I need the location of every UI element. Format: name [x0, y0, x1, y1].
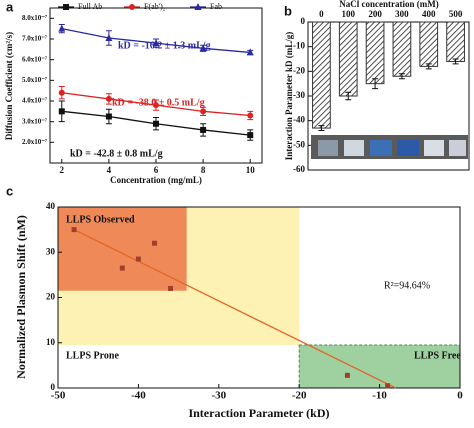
plots: a 2.0x10⁻⁷ 3.0x10⁻⁷ 4.0x10⁻⁷ 5.0x10⁻⁷ 6.0x10⁻… — [4, 0, 470, 420]
point — [344, 372, 350, 378]
x-tick-label: -30 — [211, 390, 226, 402]
point — [168, 285, 174, 291]
marker — [153, 102, 159, 109]
region-label: LLPS Observed — [66, 214, 135, 225]
y-tick-label: -60 — [293, 164, 305, 174]
plot-frame — [49, 7, 263, 164]
error-bar — [372, 78, 379, 90]
panel-label: b — [284, 3, 292, 18]
y-tick-label: 3.0x10⁻⁷ — [22, 117, 47, 125]
x-axis-label: NaCl concentration (mM) — [339, 0, 438, 9]
annotation: kD = -16.2 ± 1.3 mL/g — [118, 40, 211, 51]
y-tick-label: -30 — [293, 90, 305, 100]
legend-label: Full Ab — [78, 2, 102, 11]
marker — [246, 48, 254, 56]
annotation: R²=94.64% — [384, 280, 430, 291]
y-tick-label: 7.0x10⁻⁷ — [22, 35, 47, 43]
x-tick-label: -20 — [292, 390, 307, 402]
error-bar — [452, 58, 459, 65]
marker — [194, 3, 202, 10]
y-tick-label: 40 — [46, 201, 56, 211]
bar — [312, 21, 331, 129]
bar — [365, 21, 385, 85]
panel-label: a — [6, 0, 14, 14]
annotation: kD = -42.8 ± 0.8 mL/g — [70, 148, 163, 159]
region-label: LLPS Free — [414, 350, 461, 361]
marker — [152, 39, 160, 47]
x-tick-label: 200 — [368, 9, 382, 19]
y-tick-label: -20 — [293, 65, 305, 75]
x-tick-label: 500 — [449, 9, 463, 19]
point — [385, 383, 391, 389]
bar — [419, 21, 439, 67]
x-tick-label: 300 — [395, 9, 409, 19]
x-tick-label: 0 — [319, 9, 324, 19]
point — [135, 256, 141, 262]
point — [119, 265, 125, 271]
point — [71, 227, 77, 233]
y-tick-label: 5.0x10⁻⁷ — [22, 76, 47, 84]
x-tick-label: 4 — [107, 165, 112, 175]
y-tick-label: 8.0x10⁻⁷ — [22, 14, 47, 22]
marker — [58, 89, 65, 96]
vial-photo — [311, 135, 468, 159]
x-axis-label: Concentration (mg/mL) — [110, 175, 202, 185]
marker — [105, 33, 113, 41]
y-tick-label: 2.0x10⁻⁷ — [22, 138, 47, 146]
point — [151, 240, 157, 246]
y-tick-label: 0 — [51, 382, 56, 392]
marker — [153, 120, 159, 127]
panel-label: c — [6, 183, 13, 198]
y-tick-label: -40 — [293, 115, 305, 125]
marker — [199, 44, 207, 52]
marker — [105, 95, 112, 102]
x-tick-label: 400 — [422, 9, 436, 19]
y-tick-label: 30 — [46, 246, 56, 256]
y-axis-label: Interaction Parameter kD (mL/g) — [284, 32, 294, 161]
y-axis-label: Diffusion Coefficient (cm²/s) — [4, 32, 14, 140]
marker — [200, 108, 207, 115]
x-tick-label: 100 — [342, 9, 356, 19]
bar — [446, 21, 465, 62]
legend-label: Fab — [210, 2, 222, 11]
bar — [338, 21, 358, 97]
y-tick-label: 6.0x10⁻⁷ — [22, 55, 47, 63]
y-tick-label: -10 — [293, 41, 305, 51]
region-label: LLPS Prone — [66, 350, 119, 361]
marker — [58, 108, 65, 115]
x-tick-label: -50 — [51, 390, 66, 402]
x-tick-label: 0 — [457, 390, 463, 402]
marker — [105, 113, 112, 120]
y-tick-label: 10 — [46, 337, 56, 347]
error-bar — [345, 91, 352, 101]
region — [58, 207, 187, 291]
y-axis-label: Normalized Plasmon Shift (nM) — [14, 215, 28, 379]
error-bar — [318, 125, 325, 132]
y-tick-label: 0 — [301, 16, 306, 26]
x-tick-label: -10 — [372, 390, 387, 402]
marker — [129, 4, 135, 10]
x-tick-label: 10 — [246, 165, 256, 175]
annotation: kD = -38.0 ± 0.5 mL/g — [112, 97, 205, 108]
marker — [58, 24, 66, 32]
y-tick-label: -50 — [293, 139, 305, 149]
region — [298, 344, 461, 389]
x-tick-label: 8 — [201, 165, 206, 175]
x-tick-label: 2 — [60, 165, 65, 175]
x-tick-label: 6 — [154, 165, 159, 175]
fit-line — [73, 229, 396, 389]
marker — [63, 4, 69, 10]
marker — [247, 132, 254, 139]
error-bar — [425, 63, 432, 70]
y-tick-label: 20 — [46, 292, 56, 302]
legend-label: F(ab')₂ — [144, 2, 166, 11]
marker — [200, 126, 207, 133]
x-tick-label: -40 — [131, 390, 146, 402]
x-axis-label: Interaction Parameter (kD) — [188, 406, 329, 420]
bar — [392, 21, 412, 77]
error-bar — [398, 73, 405, 80]
marker — [247, 112, 254, 119]
y-tick-label: 4.0x10⁻⁷ — [22, 97, 47, 105]
